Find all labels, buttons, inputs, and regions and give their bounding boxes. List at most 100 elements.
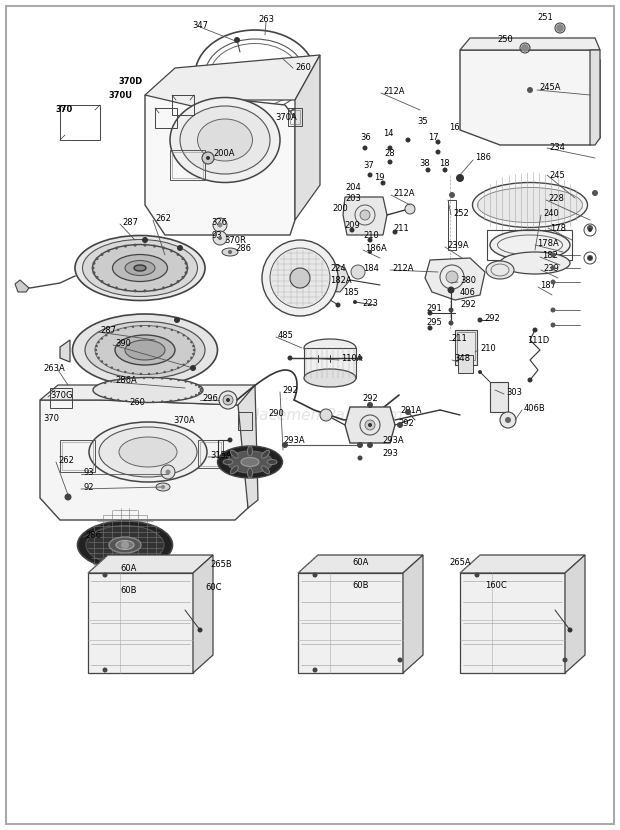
Text: 245A: 245A [539, 84, 560, 92]
Circle shape [143, 290, 146, 292]
Ellipse shape [247, 446, 252, 456]
Circle shape [592, 190, 598, 196]
Ellipse shape [262, 450, 270, 458]
Circle shape [177, 253, 180, 256]
Text: 370U: 370U [108, 91, 132, 100]
Circle shape [588, 256, 592, 260]
Bar [487, 230, 572, 260]
Polygon shape [403, 555, 423, 673]
Text: 184: 184 [363, 263, 379, 272]
Text: 293: 293 [382, 448, 398, 457]
Text: 18: 18 [439, 159, 450, 168]
Ellipse shape [500, 252, 570, 274]
Circle shape [527, 87, 533, 93]
Circle shape [505, 417, 511, 423]
Bar [62, 442, 93, 470]
Text: 262: 262 [155, 213, 171, 222]
Ellipse shape [82, 240, 198, 296]
Circle shape [97, 357, 100, 359]
Circle shape [170, 378, 172, 380]
Circle shape [405, 204, 415, 214]
Circle shape [140, 325, 142, 327]
Circle shape [358, 355, 363, 360]
Circle shape [182, 257, 184, 260]
Text: 60A: 60A [352, 558, 368, 567]
Circle shape [132, 372, 134, 374]
Ellipse shape [472, 183, 588, 227]
Circle shape [223, 395, 233, 405]
Text: 291: 291 [426, 304, 441, 313]
Polygon shape [308, 262, 350, 292]
Text: 17: 17 [428, 133, 438, 141]
Circle shape [92, 266, 94, 270]
Circle shape [121, 541, 129, 549]
Ellipse shape [231, 466, 239, 474]
Text: 263: 263 [258, 16, 274, 25]
Ellipse shape [95, 325, 195, 374]
Circle shape [100, 337, 103, 339]
Circle shape [100, 280, 104, 283]
Circle shape [105, 334, 107, 336]
Bar [448, 200, 456, 250]
Text: 245: 245 [549, 170, 565, 179]
Circle shape [162, 286, 165, 290]
Circle shape [521, 44, 529, 52]
Text: 186A: 186A [365, 243, 387, 252]
Circle shape [187, 360, 189, 363]
Text: 60B: 60B [352, 580, 368, 589]
Circle shape [190, 341, 193, 344]
Circle shape [351, 265, 365, 279]
Text: 228: 228 [548, 193, 564, 203]
Text: 295: 295 [426, 318, 441, 326]
Circle shape [156, 372, 158, 374]
Circle shape [218, 222, 223, 227]
Circle shape [153, 288, 156, 291]
Text: 37: 37 [363, 160, 374, 169]
Text: 111D: 111D [527, 335, 549, 344]
Circle shape [192, 353, 195, 355]
Circle shape [177, 245, 183, 251]
Circle shape [64, 494, 71, 500]
Circle shape [161, 485, 165, 489]
Circle shape [368, 250, 372, 254]
Text: eReplacementParts.com: eReplacementParts.com [216, 408, 404, 422]
Circle shape [218, 236, 222, 240]
Polygon shape [88, 573, 193, 673]
Polygon shape [295, 55, 320, 220]
Polygon shape [88, 555, 213, 573]
Circle shape [92, 261, 95, 265]
Text: 296: 296 [202, 393, 218, 403]
Text: 263A: 263A [43, 364, 64, 373]
Text: 262: 262 [58, 456, 74, 465]
Circle shape [133, 290, 136, 292]
Circle shape [170, 329, 173, 331]
Circle shape [448, 286, 454, 294]
Circle shape [282, 442, 288, 448]
Polygon shape [298, 555, 423, 573]
Circle shape [428, 310, 433, 315]
Circle shape [117, 369, 120, 371]
Circle shape [124, 327, 126, 330]
Text: 287: 287 [100, 325, 116, 334]
Circle shape [477, 318, 482, 323]
Text: 406: 406 [460, 287, 476, 296]
Ellipse shape [228, 451, 273, 473]
Circle shape [170, 399, 172, 402]
Circle shape [185, 266, 188, 270]
Ellipse shape [170, 97, 280, 183]
Bar [172, 152, 203, 178]
Circle shape [551, 307, 556, 313]
Circle shape [198, 627, 203, 632]
Circle shape [551, 252, 556, 257]
Circle shape [105, 364, 107, 366]
Ellipse shape [490, 230, 570, 260]
Circle shape [367, 442, 373, 448]
Bar [60, 105, 100, 140]
Circle shape [152, 401, 154, 403]
Ellipse shape [218, 446, 283, 478]
Text: 265B: 265B [210, 559, 232, 569]
Circle shape [177, 331, 179, 334]
Text: 92: 92 [83, 482, 94, 491]
Circle shape [381, 180, 386, 185]
Circle shape [397, 422, 403, 428]
